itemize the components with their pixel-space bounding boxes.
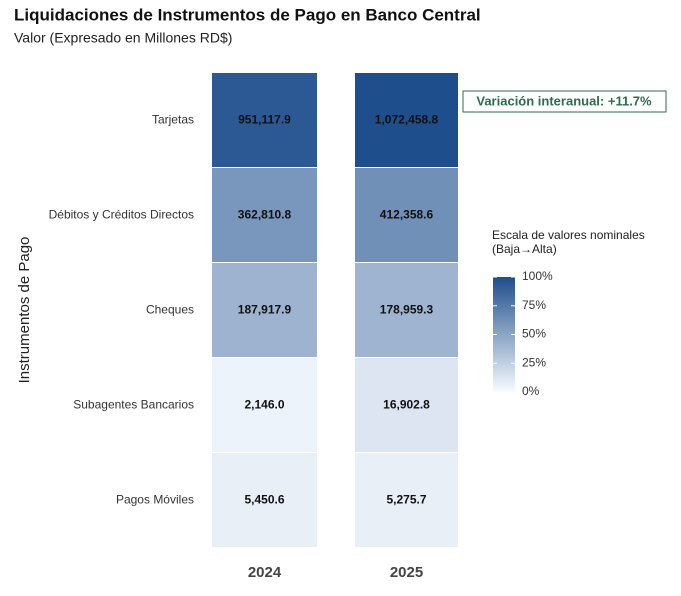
y-tick-label: Cheques bbox=[146, 303, 194, 317]
colorbar-tick-label: 25% bbox=[522, 355, 546, 369]
cell-label: 951,117.9 bbox=[238, 113, 291, 127]
heatmap-cell bbox=[212, 168, 317, 262]
y-tick-label: Pagos Móviles bbox=[116, 493, 194, 507]
heatmap-cell bbox=[355, 453, 458, 547]
heatmap-cell bbox=[212, 453, 317, 547]
cell-label: 178,959.3 bbox=[380, 303, 434, 317]
chart-title: Liquidaciones de Instrumentos de Pago en… bbox=[14, 5, 481, 24]
colorbar-tick-label: 100% bbox=[522, 269, 553, 283]
y-tick-label: Tarjetas bbox=[152, 113, 194, 127]
chart-subtitle: Valor (Expresado en Millones RD$) bbox=[14, 30, 232, 46]
cell-label: 2,146.0 bbox=[244, 398, 284, 412]
heatmap-cell bbox=[212, 358, 317, 452]
cell-label: 362,810.8 bbox=[238, 208, 292, 222]
colorbar-tick-label: 75% bbox=[522, 298, 546, 312]
cell-label: 412,358.6 bbox=[380, 208, 434, 222]
legend-title: (Baja→Alta) bbox=[492, 242, 557, 256]
y-axis-title: Instrumentos de Pago bbox=[16, 237, 33, 384]
cell-label: 5,450.6 bbox=[244, 493, 284, 507]
colorbar-tick-label: 50% bbox=[522, 327, 546, 341]
x-tick-label: 2025 bbox=[390, 564, 423, 581]
colorbar-tick-label: 0% bbox=[522, 384, 540, 398]
legend-title: Escala de valores nominales bbox=[492, 228, 645, 242]
x-tick-label: 2024 bbox=[248, 564, 282, 581]
annotation: Variación interanual: +11.7% bbox=[476, 93, 652, 108]
heatmap-cell bbox=[355, 168, 458, 262]
colorbar bbox=[493, 277, 515, 392]
cell-label: 1,072,458.8 bbox=[375, 113, 439, 127]
cell-label: 187,917.9 bbox=[238, 303, 292, 317]
heatmap-cell bbox=[212, 73, 317, 167]
y-tick-label: Débitos y Créditos Directos bbox=[49, 208, 194, 222]
cell-label: 16,902.8 bbox=[383, 398, 430, 412]
heatmap-cell bbox=[212, 263, 317, 357]
y-tick-label: Subagentes Bancarios bbox=[73, 398, 194, 412]
annotation-box bbox=[462, 90, 667, 113]
cell-label: 5,275.7 bbox=[386, 493, 426, 507]
heatmap-cell bbox=[355, 73, 458, 167]
heatmap-cell bbox=[355, 358, 458, 452]
heatmap-cell bbox=[355, 263, 458, 357]
